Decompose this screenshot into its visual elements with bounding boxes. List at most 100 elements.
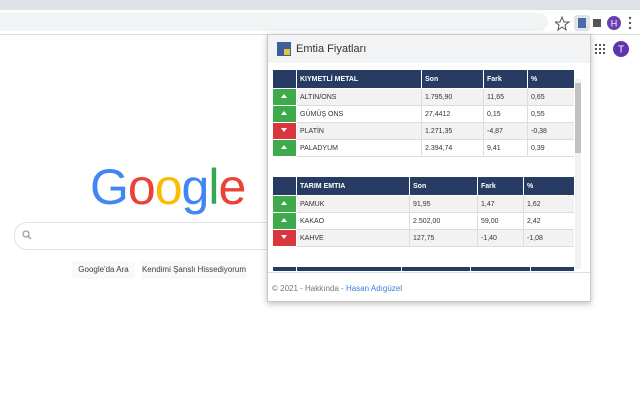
- scrollbar: [575, 79, 581, 269]
- popup-title: Emtia Fiyatları: [296, 43, 367, 55]
- value-cell: 1,62: [523, 195, 574, 213]
- header-cell: Son: [401, 266, 471, 271]
- trend-cell: [272, 139, 297, 157]
- profile-initial: H: [611, 19, 618, 29]
- extension-popup: Emtia Fiyatları KIYMETLİ METAL Son Fark% AL…: [267, 34, 591, 302]
- name-cell: KAKAO: [296, 212, 410, 230]
- footer-text: © 2021 - Hakkında -: [272, 284, 344, 293]
- value-cell: 59,00: [477, 212, 524, 230]
- value-cell: 2,42: [523, 212, 574, 230]
- scroll-thumb[interactable]: [575, 83, 581, 153]
- header-cell: [272, 69, 297, 89]
- value-cell: -4,87: [483, 122, 528, 140]
- name-cell: PALADYUM: [296, 139, 422, 157]
- value-cell: 0,55: [527, 105, 574, 123]
- logo-letter: e: [218, 159, 246, 215]
- google-header-icons: T: [595, 41, 629, 57]
- price-table: TARIM EMTIA Son Fark% PAMUK 91,95 1,47 1,62 KAK…: [272, 176, 574, 247]
- trend-arrow: [281, 128, 287, 132]
- value-cell: 11,65: [483, 88, 528, 106]
- author-link[interactable]: Hasan Adıgüzel: [345, 284, 402, 293]
- logo-letter: o: [127, 159, 156, 215]
- value-cell: 1,47: [477, 195, 524, 213]
- bookmark-star[interactable]: [555, 15, 571, 32]
- trend-cell: [272, 88, 297, 106]
- logo-letter: l: [208, 159, 219, 215]
- name-cell: ALTIN/ONS: [296, 88, 422, 106]
- header-cell: [272, 266, 297, 271]
- trend-arrow: [281, 145, 287, 149]
- header-cell: KIYMETLİ METAL: [296, 69, 422, 89]
- trend-arrow: [281, 111, 287, 115]
- price-row: ALTIN/ONS 1.795,90 11,65 0,65: [272, 88, 574, 106]
- price-row: KAHVE 127,75 -1,40 -1,08: [272, 229, 574, 247]
- google-logo: Google: [90, 158, 246, 216]
- value-cell: 0,15: [483, 105, 528, 123]
- lucky-button[interactable]: Kendimi Şanslı Hissediyorum: [141, 261, 247, 279]
- header-cell: %: [527, 69, 574, 89]
- address-bar[interactable]: [0, 13, 548, 31]
- extension-icon: [578, 18, 586, 28]
- name-cell: GÜMÜŞ ONS: [296, 105, 422, 123]
- name-cell: KAHVE: [296, 229, 410, 247]
- account-avatar[interactable]: [613, 41, 629, 57]
- trend-cell: [272, 122, 297, 140]
- header-cell: %: [523, 176, 574, 196]
- extensions-puzzle[interactable]: [593, 19, 601, 27]
- header-cell: Son: [409, 176, 478, 196]
- value-cell: -1,08: [523, 229, 574, 247]
- toolbar-icons: H: [555, 15, 632, 32]
- value-cell: -0,38: [527, 122, 574, 140]
- logo-letter: o: [154, 159, 183, 215]
- popup-icon: [277, 42, 291, 56]
- value-cell: 2.502,00: [409, 212, 478, 230]
- apps-grid[interactable]: [595, 44, 605, 54]
- header-cell: TARIM EMTIA: [296, 176, 410, 196]
- value-cell: -1,40: [477, 229, 524, 247]
- trend-cell: [272, 195, 297, 213]
- search-button[interactable]: Google'da Ara: [72, 261, 135, 279]
- footer: © 2021 - Hakkında - Hasan Adıgüzel: [272, 284, 402, 293]
- header-row: TARIM EMTIA Son Fark%: [272, 176, 574, 196]
- tab-strip: [0, 0, 640, 10]
- search-icon: [22, 230, 32, 240]
- trend-arrow: [281, 218, 287, 222]
- header-cell: %: [530, 266, 574, 271]
- price-row: KAKAO 2.502,00 59,00 2,42: [272, 212, 574, 230]
- header-row: KIYMETLİ METAL Son Fark%: [272, 69, 574, 89]
- table-area: KIYMETLİ METAL Son Fark% ALTIN/ONS 1.795,90 1…: [272, 69, 574, 271]
- logo-letter: g: [181, 159, 210, 215]
- trend-arrow: [281, 235, 287, 239]
- header-cell: Fark: [470, 266, 531, 271]
- name-cell: PLATİN: [296, 122, 422, 140]
- account-initial: T: [618, 45, 624, 56]
- header-cell: Fark: [483, 69, 528, 89]
- value-cell: 27,4412: [421, 105, 484, 123]
- header-cell: Son: [421, 69, 484, 89]
- value-cell: 2.394,74: [421, 139, 484, 157]
- trend-arrow: [281, 201, 287, 205]
- value-cell: 127,75: [409, 229, 478, 247]
- value-cell: 1.795,90: [421, 88, 484, 106]
- header-cell: SANAYİ EMTIA: [296, 266, 402, 271]
- price-row: PALADYUM 2.394,74 9,41 0,39: [272, 139, 574, 157]
- value-cell: 9,41: [483, 139, 528, 157]
- popup-header: Emtia Fiyatları: [268, 35, 590, 63]
- profile-avatar[interactable]: [607, 16, 621, 30]
- trend-cell: [272, 105, 297, 123]
- value-cell: 1.271,35: [421, 122, 484, 140]
- value-cell: 91,95: [409, 195, 478, 213]
- trend-arrow: [281, 94, 287, 98]
- price-table: KIYMETLİ METAL Son Fark% ALTIN/ONS 1.795,90 1…: [272, 69, 574, 157]
- name-cell: PAMUK: [296, 195, 410, 213]
- header-cell: [272, 176, 297, 196]
- price-row: PAMUK 91,95 1,47 1,62: [272, 195, 574, 213]
- logo-letter: G: [90, 159, 129, 215]
- value-cell: 0,39: [527, 139, 574, 157]
- trend-cell: [272, 229, 297, 247]
- value-cell: 0,65: [527, 88, 574, 106]
- price-row: GÜMÜŞ ONS 27,4412 0,15 0,55: [272, 105, 574, 123]
